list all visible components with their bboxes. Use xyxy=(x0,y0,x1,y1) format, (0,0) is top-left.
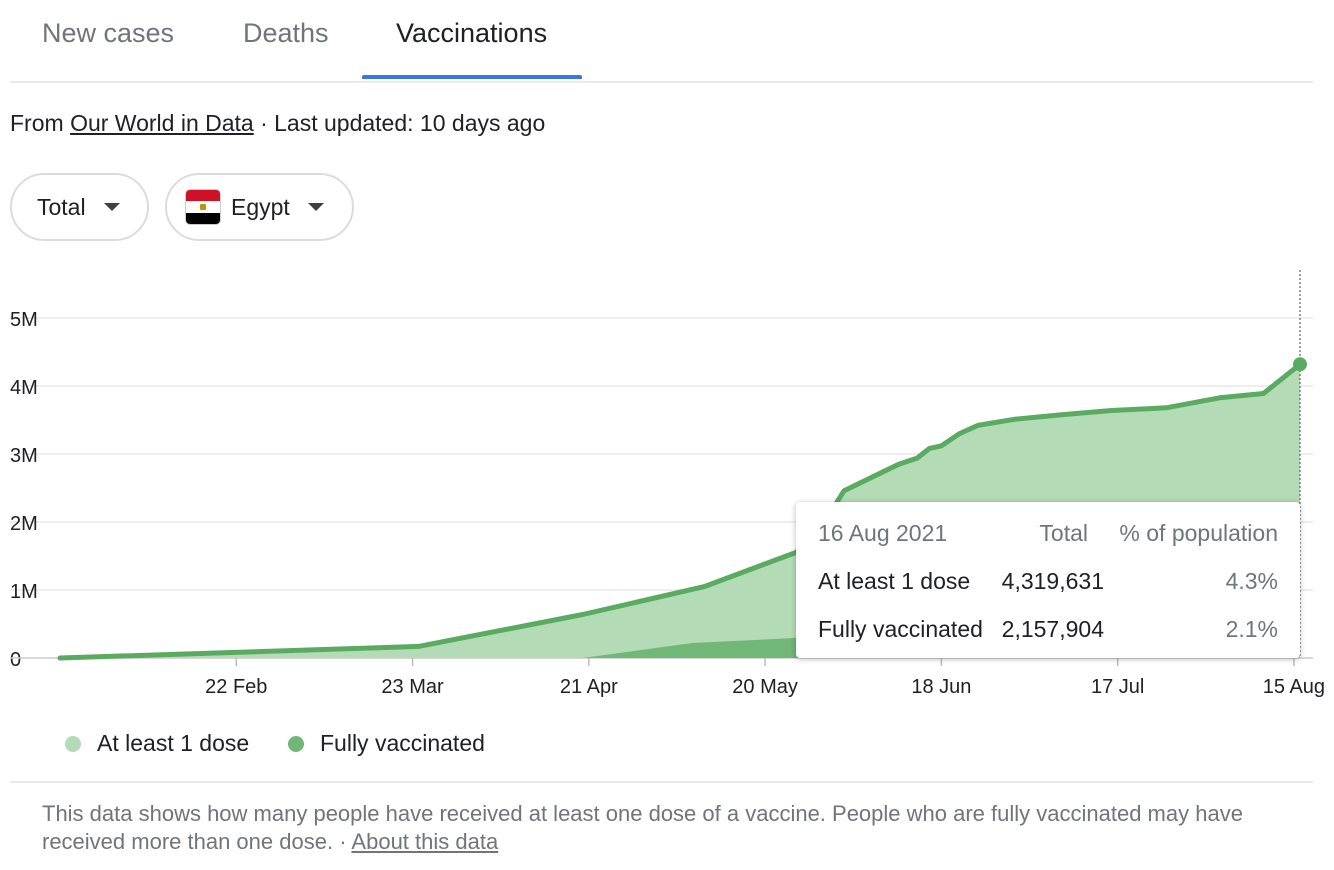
tooltip-row-label: At least 1 dose xyxy=(818,568,971,594)
tab-bar: New cases Deaths Vaccinations xyxy=(10,0,1313,83)
tab-vaccinations[interactable]: Vaccinations xyxy=(396,18,548,48)
last-updated: · Last updated: 10 days ago xyxy=(253,110,546,136)
chevron-down-icon xyxy=(307,203,324,211)
metric-dropdown[interactable]: Total xyxy=(10,173,149,241)
x-tick-label: 18 Jun xyxy=(911,676,971,698)
tooltip-row-total: 2,157,904 xyxy=(1001,616,1104,642)
tooltip-row-total: 4,319,631 xyxy=(1001,568,1104,594)
tab-deaths[interactable]: Deaths xyxy=(243,18,329,48)
x-tick-label: 17 Jul xyxy=(1091,676,1144,698)
series-line-at-least-1-dose xyxy=(57,361,1303,661)
egypt-flag-icon xyxy=(185,189,221,225)
x-tick-label: 21 Apr xyxy=(560,676,618,698)
data-note-text: This data shows how many people have rec… xyxy=(42,801,1243,854)
tooltip-row-pct: 2.1% xyxy=(1225,616,1278,642)
y-tick-label: 3M xyxy=(10,445,38,467)
about-data-link[interactable]: About this data xyxy=(351,829,499,854)
data-note: This data shows how many people have rec… xyxy=(42,800,1272,856)
source-line: From Our World in Data · Last updated: 1… xyxy=(10,110,545,137)
chart-tooltip: 16 Aug 2021 Total % of population At lea… xyxy=(796,502,1300,658)
y-tick-label: 0 xyxy=(10,649,21,671)
x-tick-label: 22 Feb xyxy=(205,676,267,698)
hover-point xyxy=(1293,357,1307,372)
legend-label: Fully vaccinated xyxy=(320,730,485,756)
tooltip-col-total: Total xyxy=(1039,520,1088,546)
x-tick-label: 20 May xyxy=(732,676,798,698)
tooltip-col-pct: % of population xyxy=(1119,520,1278,546)
x-tick-label: 23 Mar xyxy=(381,676,444,698)
divider xyxy=(10,781,1313,783)
metric-dropdown-label: Total xyxy=(37,193,86,220)
y-tick-label: 5M xyxy=(10,309,38,331)
legend-label: At least 1 dose xyxy=(97,730,250,756)
x-tick-label: 15 Aug xyxy=(1263,676,1325,698)
note-separator: · xyxy=(333,829,352,854)
legend-dot-icon xyxy=(65,735,81,752)
legend-item-at-least-1-dose: At least 1 dose xyxy=(65,730,249,757)
tooltip-row-label: Fully vaccinated xyxy=(818,616,983,642)
country-dropdown[interactable]: Egypt xyxy=(165,173,354,241)
legend-dot-icon xyxy=(288,735,304,752)
y-tick-label: 1M xyxy=(10,581,38,603)
tab-new-cases[interactable]: New cases xyxy=(42,18,175,48)
y-tick-label: 2M xyxy=(10,513,38,535)
legend-item-fully-vaccinated: Fully vaccinated xyxy=(288,730,485,757)
y-tick-label: 4M xyxy=(10,377,38,399)
country-dropdown-label: Egypt xyxy=(231,193,290,220)
tooltip-row-pct: 4.3% xyxy=(1225,568,1278,594)
source-link[interactable]: Our World in Data xyxy=(70,110,254,136)
active-tab-indicator xyxy=(362,75,582,79)
area-fully-vaccinated xyxy=(582,633,863,658)
tooltip-date: 16 Aug 2021 xyxy=(818,520,948,546)
chevron-down-icon xyxy=(103,203,120,211)
source-prefix: From xyxy=(10,110,71,136)
